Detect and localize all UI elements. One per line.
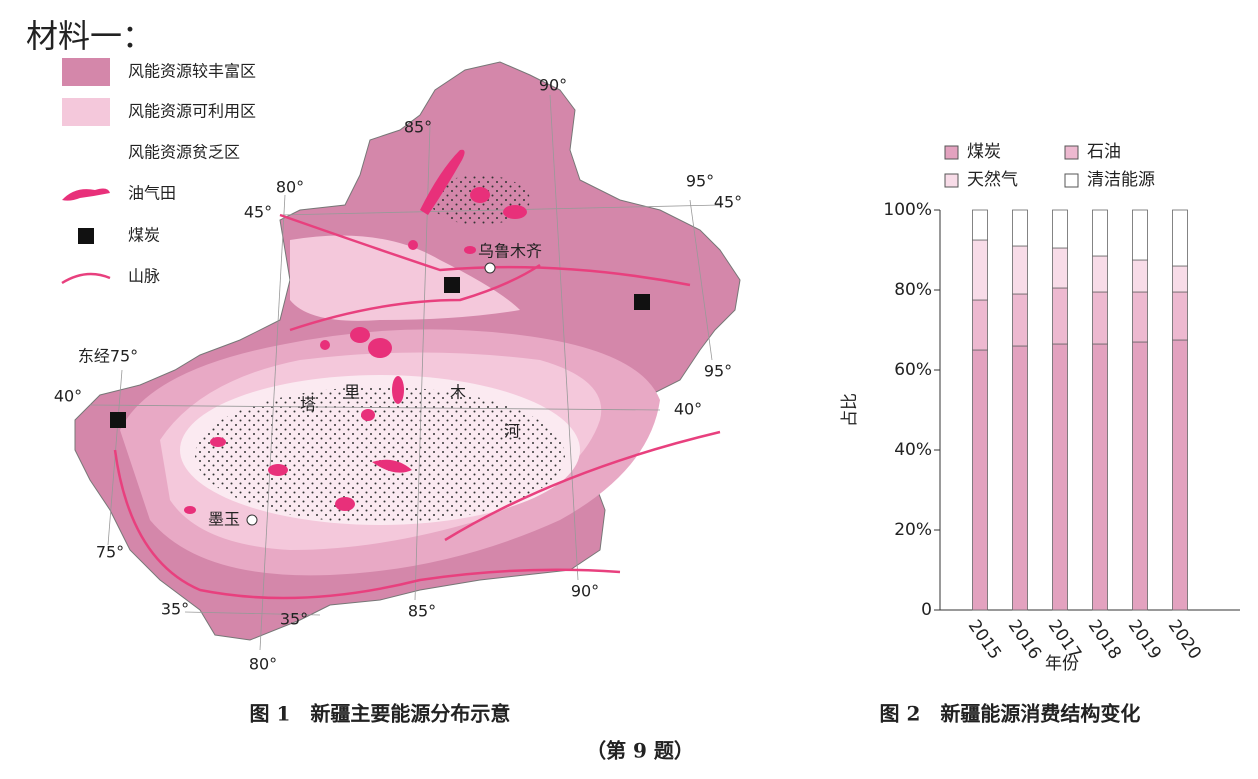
map-caption: 图 1 新疆主要能源分布示意 xyxy=(250,702,511,726)
y-tick-label: 0 xyxy=(921,600,932,620)
bar-segment xyxy=(1132,259,1148,293)
city xyxy=(484,262,496,274)
legend-label: 风能资源较丰富区 xyxy=(128,62,256,81)
map-label: 东经75° xyxy=(78,347,138,366)
map-label: 90° xyxy=(571,582,599,601)
legend-label: 山脉 xyxy=(128,267,160,286)
bar-segment xyxy=(1052,343,1068,611)
map-label: 80° xyxy=(276,178,304,197)
bar-segment xyxy=(1092,343,1108,611)
legend-swatch xyxy=(61,272,111,285)
y-axis-label: 占比 xyxy=(840,393,860,427)
x-tick-label: 2019 xyxy=(1124,616,1165,663)
legend-swatch xyxy=(944,173,959,188)
x-tick-label: 2016 xyxy=(1004,616,1045,663)
bar-segment xyxy=(1012,209,1028,247)
y-tick-label: 60% xyxy=(894,360,932,380)
map-label: 木 xyxy=(450,383,466,402)
legend-label: 石油 xyxy=(1087,142,1121,162)
header-title: 材料一： xyxy=(26,17,154,55)
bar-segment xyxy=(1172,209,1188,267)
bar-segment xyxy=(972,299,988,351)
map-label: 35° xyxy=(280,610,308,629)
bar-segment xyxy=(1132,291,1148,343)
bar-segment xyxy=(1052,209,1068,249)
legend-swatch xyxy=(62,188,110,201)
bar-segment xyxy=(972,239,988,301)
bar-segment xyxy=(972,349,988,611)
x-axis-label: 年份 xyxy=(1045,654,1079,674)
oil-fields xyxy=(184,149,527,514)
bar-segment xyxy=(1132,341,1148,611)
map-label: 90° xyxy=(539,76,567,95)
bar-segment xyxy=(1172,291,1188,341)
map-label: 里 xyxy=(344,383,360,402)
map-label: 45° xyxy=(714,193,742,212)
x-tick-label: 2020 xyxy=(1164,616,1205,663)
legend-label: 煤炭 xyxy=(967,142,1001,162)
legend-label: 煤炭 xyxy=(128,226,160,245)
map-label: 75° xyxy=(96,543,124,562)
map-label: 95° xyxy=(704,362,732,381)
map-label: 乌鲁木齐 xyxy=(478,242,542,261)
legend-label: 天然气 xyxy=(967,170,1018,190)
map-label: 塔 xyxy=(300,395,316,414)
bar-segment xyxy=(1052,287,1068,345)
map-legend: 风能资源较丰富区 风能资源可利用区 风能资源贫乏区 油气田 煤炭 山脉 xyxy=(61,58,256,286)
map-label: 河 xyxy=(504,422,520,441)
bar-segment xyxy=(1012,245,1028,295)
mountains xyxy=(113,213,721,600)
bar-segment xyxy=(1052,247,1068,289)
legend-label: 风能资源可利用区 xyxy=(128,102,256,121)
coal xyxy=(110,277,650,428)
map-label: 40° xyxy=(54,387,82,406)
bar-segment xyxy=(1092,255,1108,293)
map-label: 80° xyxy=(249,655,277,674)
footer: （第 9 题） xyxy=(586,739,694,763)
map-label: 45° xyxy=(244,203,272,222)
bar-segment xyxy=(1012,293,1028,347)
bar-segment xyxy=(1172,265,1188,293)
y-tick-label: 20% xyxy=(894,520,932,540)
bar-segment xyxy=(1092,209,1108,257)
bar-segment xyxy=(972,209,988,241)
y-tick-label: 100% xyxy=(883,200,932,220)
legend-swatch xyxy=(62,58,110,86)
bar-segment xyxy=(1092,291,1108,345)
legend-label: 油气田 xyxy=(128,184,176,203)
legend-swatch xyxy=(78,228,94,244)
city xyxy=(246,514,258,526)
map-label: 墨玉 xyxy=(208,510,240,529)
x-tick-label: 2015 xyxy=(964,616,1005,663)
x-tick-label: 2018 xyxy=(1084,616,1125,663)
map-labels: 90° 85° 80° 45° 95° 45° 乌鲁木齐 东经75° 40° 9… xyxy=(54,76,742,674)
map-label: 95° xyxy=(686,172,714,191)
map: 90° 85° 80° 45° 95° 45° 乌鲁木齐 东经75° 40° 9… xyxy=(54,61,742,674)
bar-segment xyxy=(1012,345,1028,611)
map-label: 35° xyxy=(161,600,189,619)
legend-label: 风能资源贫乏区 xyxy=(128,143,240,162)
map-label: 85° xyxy=(408,602,436,621)
desert xyxy=(195,387,565,523)
legend-swatch xyxy=(1064,145,1079,160)
map-label: 85° xyxy=(404,118,432,137)
map-label: 40° xyxy=(674,400,702,419)
y-tick-label: 80% xyxy=(894,280,932,300)
bar-segment xyxy=(1132,209,1148,261)
chart-caption: 图 2 新疆能源消费结构变化 xyxy=(880,702,1141,726)
legend-swatch xyxy=(944,145,959,160)
legend-swatch xyxy=(62,98,110,126)
legend-swatch xyxy=(1064,173,1079,188)
y-tick-label: 40% xyxy=(894,440,932,460)
bar-segment xyxy=(1172,339,1188,611)
legend-label: 清洁能源 xyxy=(1087,170,1155,190)
